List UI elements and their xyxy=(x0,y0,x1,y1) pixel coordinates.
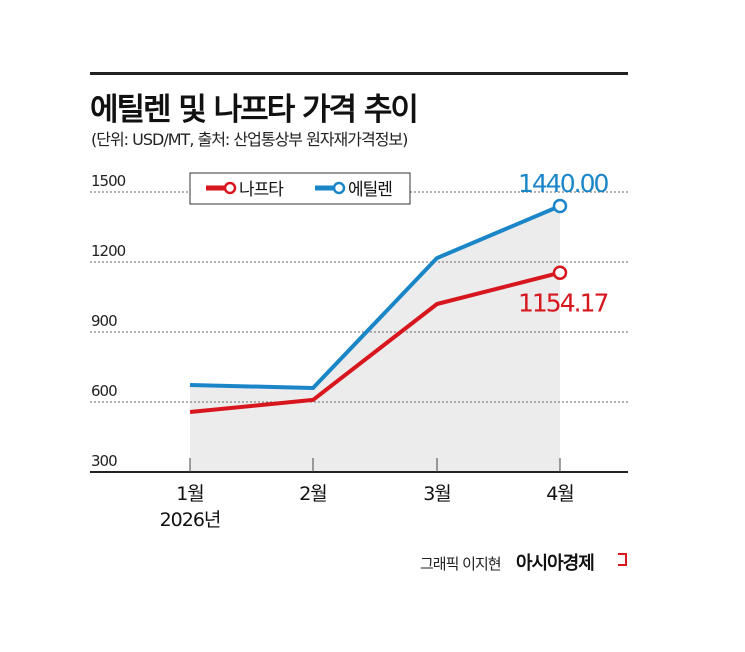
data-label: 1440.00 xyxy=(518,169,608,198)
brand-logo: 아시아경제 xyxy=(516,553,595,574)
legend-marker-icon xyxy=(332,181,346,195)
y-tick-label: 1200 xyxy=(91,242,126,260)
data-label: 1154.17 xyxy=(518,289,607,318)
x-tick-label: 1월 xyxy=(176,483,204,505)
y-tick-label: 1500 xyxy=(91,172,126,190)
data-point-marker xyxy=(552,265,568,280)
brand-mark-icon xyxy=(618,553,627,566)
chart-subtitle: (단위: USD/MT, 출처: 산업통상부 원자재가격정보) xyxy=(91,130,408,149)
legend-marker-icon xyxy=(223,181,237,195)
series-line-naphtha xyxy=(189,270,561,415)
chart-title: 에틸렌 및 나프타 가격 추이 xyxy=(90,92,419,128)
y-tick-label: 900 xyxy=(91,312,117,330)
x-tick-label: 4월 xyxy=(546,483,574,505)
y-tick-label: 600 xyxy=(91,382,117,400)
data-point-marker xyxy=(552,198,568,214)
legend-label: 나프타 xyxy=(239,180,284,200)
series-line-ethylene xyxy=(189,204,561,390)
y-tick-label: 300 xyxy=(91,452,117,470)
area-fill xyxy=(190,206,560,472)
x-tick-label: 3월 xyxy=(423,483,451,505)
x-tick-label: 2월 xyxy=(299,483,327,505)
x-tick-label: 2026년 xyxy=(160,509,221,531)
graphic-credit: 그래픽 이지현 xyxy=(420,555,502,573)
top-rule xyxy=(90,72,628,75)
legend-label: 에틸렌 xyxy=(348,180,392,200)
